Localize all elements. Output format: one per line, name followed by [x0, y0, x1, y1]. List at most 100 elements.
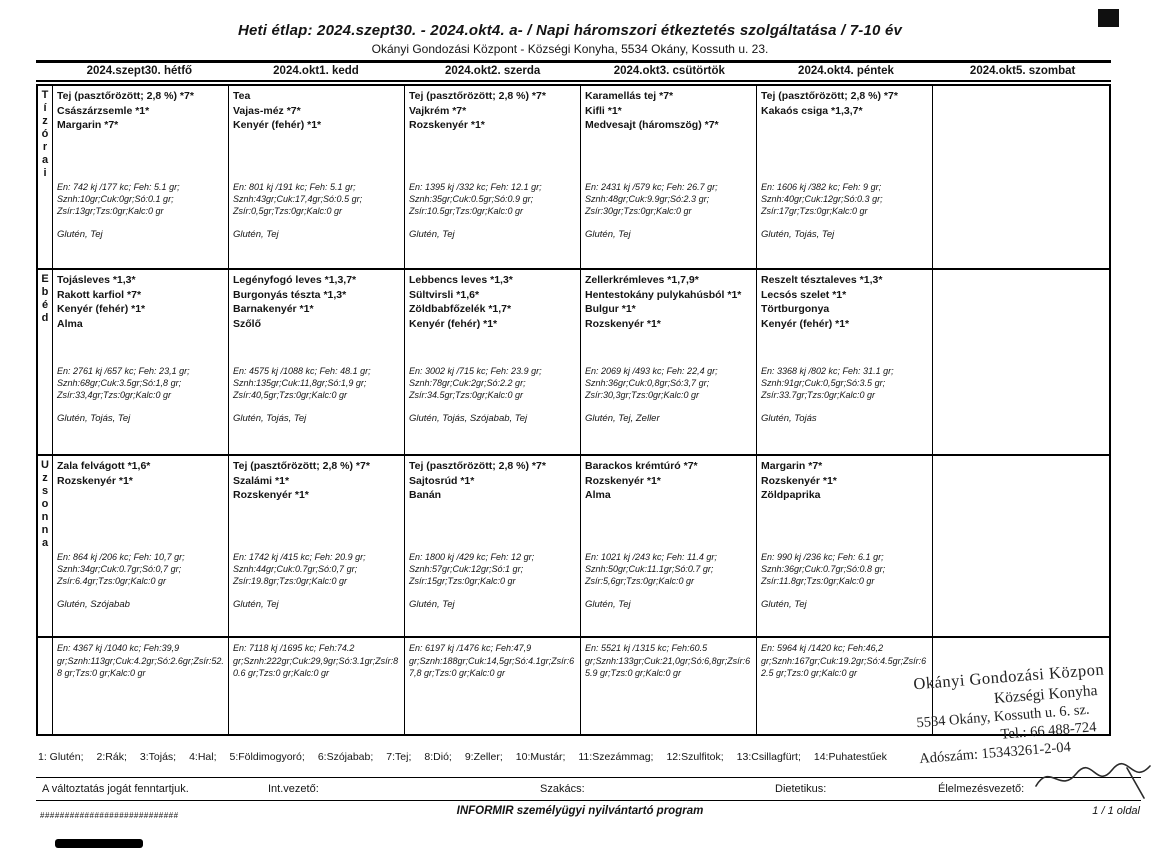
menu-cell	[933, 86, 1109, 270]
menu-cell: Margarin *7* Rozskenyér *1* Zöldpaprika En:…	[757, 456, 933, 638]
page-subtitle: Okányi Gondozási Központ - Községi Konyh…	[371, 42, 769, 56]
nutrition-line: Sznh:10gr;Cuk:0gr;Só:0.1 gr;	[57, 194, 174, 204]
menu-cell: Zellerkrémleves *1,7,9* Hentestokány puly…	[581, 270, 757, 456]
legend-item: 1: Glutén;	[38, 751, 84, 763]
menu-cell	[933, 456, 1109, 638]
nutrition-line: Sznh:36gr;Cuk:0,8gr;Só:3,7 gr;	[585, 378, 710, 388]
nutrition-line: En: 2431 kj /579 kc; Feh: 26.7 gr;	[585, 182, 718, 192]
legend-item: 10:Mustár;	[515, 751, 566, 763]
menu-item: Rozskenyér *1*	[57, 474, 133, 487]
menu-item: Tej (pasztőrözött; 2,8 %) *7*	[233, 460, 370, 472]
nutrition-block: En: 2431 kj /579 kc; Feh: 26.7 gr; Sznh:4…	[585, 181, 755, 217]
allergen-line: Glutén, Szójabab	[57, 599, 130, 610]
menu-item: Karamellás tej *7*	[585, 90, 674, 102]
nutrition-line: Zsír:11.8gr;Tzs:0gr;Kalc:0 gr	[761, 576, 875, 586]
menu-item: Rozskenyér *1*	[233, 489, 309, 501]
nutrition-line: Zsír:33.7gr;Tzs:0gr;Kalc:0 gr	[761, 390, 876, 400]
menu-item: Zellerkrémleves *1,7,9*	[585, 274, 699, 286]
menu-item: Barackos krémtúró *7*	[585, 460, 698, 472]
nutrition-block: En: 1606 kj /382 kc; Feh: 9 gr; Sznh:40gr…	[761, 181, 931, 217]
nutrition-block: En: 801 kj /191 kc; Feh: 5.1 gr; Sznh:43g…	[233, 181, 403, 217]
menu-cell: Tej (pasztőrözött; 2,8 %) *7* Szalámi *1*…	[229, 456, 405, 638]
nutrition-block: En: 4575 kj /1088 kc; Feh: 48.1 gr; Sznh:…	[233, 365, 403, 401]
legend-item: 13:Csillagfürt;	[736, 751, 801, 763]
nutrition-line: Sznh:44gr;Cuk:0.7gr;Só:0,7 gr;	[233, 564, 358, 574]
menu-item: Tej (pasztőrözött; 2,8 %) *7*	[409, 460, 546, 472]
menu-item: Vajas-méz *7*	[233, 104, 301, 117]
day-header-monday: 2024.szept30. hétfő	[86, 65, 193, 77]
legend-item: 14:Puhatestűek	[813, 751, 887, 763]
nutrition-line: En: 801 kj /191 kc; Feh: 5.1 gr;	[233, 182, 356, 192]
nutrition-line: En: 1021 kj /243 kc; Feh: 11.4 gr;	[585, 552, 717, 562]
menu-cell: Lebbencs leves *1,3* Sültvirsli *1,6* Zöld…	[405, 270, 581, 456]
allergen-line: Glutén, Tej	[585, 599, 631, 610]
menu-items: Tej (pasztőrözött; 2,8 %) *7* Szalámi *1*…	[229, 456, 404, 503]
nutrition-line: Zsír:15gr;Tzs:0gr;Kalc:0 gr	[409, 576, 516, 586]
legend-item: 12:Szulfitok;	[666, 751, 724, 763]
menu-cell: Karamellás tej *7* Kifli *1* Medvesajt (há…	[581, 86, 757, 270]
allergen-line: Glutén, Tojás	[761, 413, 817, 424]
menu-cell: Tej (pasztőrözött; 2,8 %) *7* Kakaós csig…	[757, 86, 933, 270]
menu-item: Alma	[57, 317, 83, 330]
menu-item: Zöldpaprika	[761, 489, 821, 501]
allergen-line: Glutén, Tej	[761, 599, 807, 610]
nutrition-block: En: 864 kj /206 kc; Feh: 10,7 gr; Sznh:34…	[57, 551, 227, 587]
menu-item: Tej (pasztőrözött; 2,8 %) *7*	[409, 90, 546, 102]
menu-item: Margarin *7*	[761, 460, 823, 472]
nutrition-line: Sznh:48gr;Cuk:9.9gr;Só:2.3 gr;	[585, 194, 710, 204]
nutrition-line: Sznh:68gr;Cuk:3.5gr;Só:1,8 gr;	[57, 378, 182, 388]
nutrition-block: En: 3002 kj /715 kc; Feh: 23.9 gr; Sznh:7…	[409, 365, 579, 401]
menu-item: Rozskenyér *1*	[585, 317, 661, 330]
menu-items: Tojásleves *1,3* Rakott karfiol *7* Kenyér…	[53, 270, 228, 331]
scan-artifact-bottom-left	[55, 839, 143, 848]
menu-cell: Tej (pasztőrözött; 2,8 %) *7* Sajtosrúd *…	[405, 456, 581, 638]
menu-items: Lebbencs leves *1,3* Sültvirsli *1,6* Zöld…	[405, 270, 580, 331]
menu-item: Szőlő	[233, 317, 261, 330]
nutrition-block: En: 2069 kj /493 kc; Feh: 22,4 gr; Sznh:3…	[585, 365, 755, 401]
daily-total-text: En: 5964 kj /1420 kc; Feh:46,2 gr;Sznh:1…	[761, 643, 927, 678]
nutrition-line: Zsír:30,3gr;Tzs:0gr;Kalc:0 gr	[585, 390, 700, 400]
menu-items	[933, 86, 1109, 89]
menu-items	[933, 456, 1109, 459]
nutrition-line: Zsír:40,5gr;Tzs:0gr;Kalc:0 gr	[233, 390, 348, 400]
menu-item: Kenyér (fehér) *1*	[233, 119, 322, 131]
change-note: A változtatás jogát fenntartjuk.	[42, 783, 189, 795]
daily-total-cell: En: 7118 kj /1695 kc; Feh:74.2 gr;Sznh:2…	[229, 638, 405, 734]
menu-item: Kenyér (fehér) *1*	[409, 317, 498, 330]
nutrition-block: En: 990 kj /236 kc; Feh: 6.1 gr; Sznh:36g…	[761, 551, 931, 587]
menu-cell	[933, 270, 1109, 456]
nutrition-line: En: 2761 kj /657 kc; Feh: 23,1 gr;	[57, 366, 190, 376]
nutrition-block: En: 3368 kj /802 kc; Feh: 31.1 gr; Sznh:9…	[761, 365, 931, 401]
menu-items: Tea Vajas-méz *7* Kenyér (fehér) *1*	[229, 86, 404, 133]
legend-item: 6:Szójabab;	[317, 751, 374, 763]
menu-table: 2024.szept30. hétfő 2024.okt1. kedd 2024…	[36, 60, 1111, 736]
nutrition-line: Sznh:35gr;Cuk:0.5gr;Só:0.9 gr;	[409, 194, 534, 204]
page-title: Heti étlap: 2024.szept30. - 2024.okt4. a…	[237, 22, 903, 39]
nutrition-line: Zsír:33,4gr;Tzs:0gr;Kalc:0 gr	[57, 390, 172, 400]
menu-items: Zala felvágott *1,6* Rozskenyér *1*	[53, 456, 228, 488]
daily-total-text: En: 5521 kj /1315 kc; Feh:60.5 gr;Sznh:1…	[585, 643, 751, 678]
nutrition-line: En: 864 kj /206 kc; Feh: 10,7 gr;	[57, 552, 185, 562]
program-name: INFORMIR személyügyi nyilvántartó progra…	[456, 805, 704, 817]
nutrition-block: En: 742 kj /177 kc; Feh: 5.1 gr; Sznh:10g…	[57, 181, 227, 217]
menu-item: Kifli *1*	[585, 104, 622, 117]
menu-item: Reszelt tésztaleves *1,3*	[761, 274, 883, 286]
day-header-row: 2024.szept30. hétfő 2024.okt1. kedd 2024…	[36, 60, 1111, 82]
menu-item: Tej (pasztőrözött; 2,8 %) *7*	[57, 90, 194, 102]
nutrition-line: En: 2069 kj /493 kc; Feh: 22,4 gr;	[585, 366, 718, 376]
menu-item: Kenyér (fehér) *1*	[761, 317, 850, 330]
menu-items: Zellerkrémleves *1,7,9* Hentestokány puly…	[581, 270, 756, 331]
nutrition-line: Zsír:19.8gr;Tzs:0gr;Kalc:0 gr	[233, 576, 348, 586]
nutrition-line: Sznh:43gr;Cuk:17,4gr;Só:0.5 gr;	[233, 194, 363, 204]
nutrition-line: En: 1395 kj /332 kc; Feh: 12.1 gr;	[409, 182, 542, 192]
menu-items: Tej (pasztőrözött; 2,8 %) *7* Sajtosrúd *…	[405, 456, 580, 503]
menu-item: Medvesajt (háromszög) *7*	[585, 119, 719, 131]
menu-item: Tej (pasztőrözött; 2,8 %) *7*	[761, 90, 898, 102]
menu-item: Tojásleves *1,3*	[57, 274, 136, 286]
totals-row-label	[38, 638, 53, 734]
allergen-line: Glutén, Tej	[233, 229, 279, 240]
